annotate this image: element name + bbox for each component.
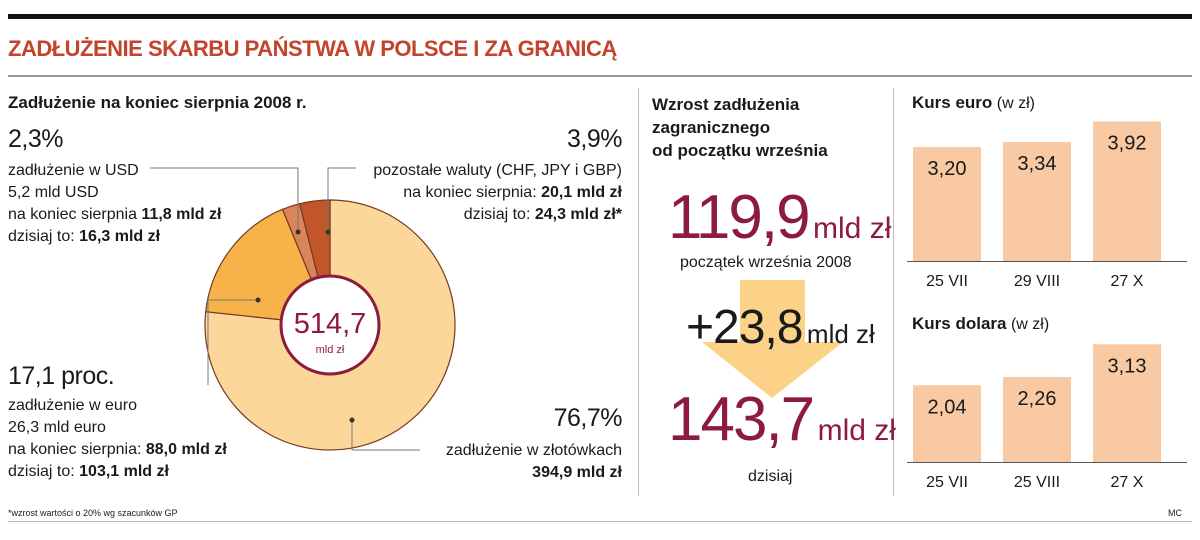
usd-line1: zadłużenie w USD [8,162,139,179]
euro-value-label-2: 3,34 [1018,153,1057,175]
start-caption: początek września 2008 [680,254,852,271]
dollar-bar-2 [1003,376,1071,462]
other-details: pozostałe waluty (CHF, JPY i GBP) na kon… [373,160,622,226]
eur-line3: na koniec sierpnia: 88,0 mld zł [8,439,227,461]
eur-line4-prefix: dzisiaj to: [8,463,80,480]
other-line3-prefix: dzisiaj to: [463,206,535,223]
pln-line1: zadłużenie w złotówkach [445,442,622,459]
pln-leader-dot [349,417,355,423]
euro-chart-title: Kurs euro [912,93,993,112]
usd-leader-line [150,167,299,232]
pie-heading: Zadłużenie na koniec sierpnia 2008 r. [8,93,307,112]
other-line2-prefix: na koniec sierpnia: [403,184,542,201]
other-leader-line [327,167,356,232]
end-value-row: 143,7 mld zł [668,384,896,455]
dollar-value-label-2: 2,26 [1018,388,1057,410]
euro-value-label-1: 3,20 [928,158,967,180]
credit: MC [1168,508,1182,518]
euro-category-label-2: 29 VIII [1014,273,1060,290]
euro-chart-heading: Kurs euro (w zł) [912,93,1035,113]
delta-row: +23,8 mld zł [686,300,875,355]
start-unit: mld zł [813,212,892,245]
end-value: 143,7 [668,385,815,454]
donut-center-value: 514,7 [294,308,367,340]
dollar-bar-1 [913,385,981,462]
top-rule [8,14,1192,19]
euro-category-label-1: 25 VII [926,273,968,290]
delta-unit: mld zł [806,319,875,349]
dollar-category-label-3: 27 X [1111,474,1144,491]
other-line1: pozostałe waluty (CHF, JPY i GBP) [373,162,622,179]
start-value: 119,9 [668,183,811,252]
other-percent: 3,9% [567,125,622,153]
euro-value-label-3: 3,92 [1108,132,1147,154]
pln-leader-line [351,420,420,451]
other-line3: dzisiaj to: 24,3 mld zł* [373,204,622,226]
eur-percent: 17,1 proc. [8,362,115,390]
usd-line3: na koniec sierpnia 11,8 mld zł [8,204,221,226]
growth-heading-line2: zagranicznego [652,118,771,137]
euro-rate-bar-chart: 3,20 25 VII 3,34 29 VIII 3,92 27 X [907,121,1187,290]
title-rule [8,75,1192,77]
usd-line4-prefix: dzisiaj to: [8,228,80,245]
eur-details: zadłużenie w euro 26,3 mld euro na konie… [8,395,227,483]
donut-center-unit: mld zł [316,344,345,356]
pie-leader-lines [150,167,420,451]
bottom-rule [8,521,1192,522]
euro-bar-1 [913,147,981,261]
dollar-category-label-2: 25 VIII [1014,474,1060,491]
euro-bar-3 [1093,121,1161,261]
dollar-rate-bar-chart: 2,04 25 VII 2,26 25 VIII 3,13 27 X [907,344,1187,491]
euro-category-label-3: 27 X [1111,273,1144,290]
usd-percent: 2,3% [8,125,63,153]
growth-heading-line1: Wzrost zadłużenia [652,95,800,114]
eur-line4-value: 103,1 mld zł [79,463,169,480]
footnote: *wzrost wartości o 20% wg szacunków GP [8,508,178,518]
eur-leader-dot [255,297,261,303]
page-title: ZADŁUŻENIE SKARBU PAŃSTWA W POLSCE I ZA … [8,36,617,61]
dollar-chart-title: Kurs dolara [912,314,1007,333]
dollar-chart-unit: (w zł) [1010,316,1050,333]
usd-details: zadłużenie w USD 5,2 mld USD na koniec s… [8,160,221,248]
dollar-chart-heading: Kurs dolara (w zł) [912,314,1049,334]
separator-left [638,88,639,496]
eur-line3-prefix: na koniec sierpnia: [8,441,146,458]
delta-value: +23,8 [686,301,803,354]
euro-bar-2 [1003,142,1071,261]
usd-leader-dot [295,229,301,235]
eur-line3-value: 88,0 mld zł [145,441,227,458]
start-value-row: 119,9 mld zł [668,182,891,253]
growth-heading-line3: od początku września [652,141,828,160]
usd-line4: dzisiaj to: 16,3 mld zł [8,226,221,248]
debt-donut-chart: 514,7 mld zł [204,199,456,451]
down-arrow-icon [702,280,843,398]
end-caption: dzisiaj [748,468,793,485]
other-line2: na koniec sierpnia: 20,1 mld zł [373,182,622,204]
usd-line3-prefix: na koniec sierpnia [8,206,142,223]
usd-line3-value: 11,8 mld zł [141,206,222,223]
eur-leader-line [207,299,258,385]
eur-line1: zadłużenie w euro [8,397,137,414]
separator-right [893,88,894,496]
growth-heading: Wzrost zadłużenia zagranicznego od począ… [652,93,828,162]
other-leader-dot [325,229,331,235]
other-line3-value: 24,3 mld zł* [534,206,622,223]
eur-line4: dzisiaj to: 103,1 mld zł [8,461,227,483]
dollar-value-label-3: 3,13 [1108,355,1147,377]
end-unit: mld zł [817,414,896,447]
pln-line2: 394,9 mld zł [532,464,622,481]
pln-percent: 76,7% [553,404,623,432]
usd-line4-value: 16,3 mld zł [79,228,161,245]
dollar-bar-3 [1093,344,1161,462]
usd-line2: 5,2 mld USD [8,184,99,201]
dollar-category-label-1: 25 VII [926,474,968,491]
dollar-value-label-1: 2,04 [928,396,967,418]
pln-details: zadłużenie w złotówkach 394,9 mld zł [446,440,622,484]
donut-center [279,274,381,376]
eur-line2: 26,3 mld euro [8,419,106,436]
other-line2-value: 20,1 mld zł [541,184,622,201]
euro-chart-unit: (w zł) [996,95,1035,112]
